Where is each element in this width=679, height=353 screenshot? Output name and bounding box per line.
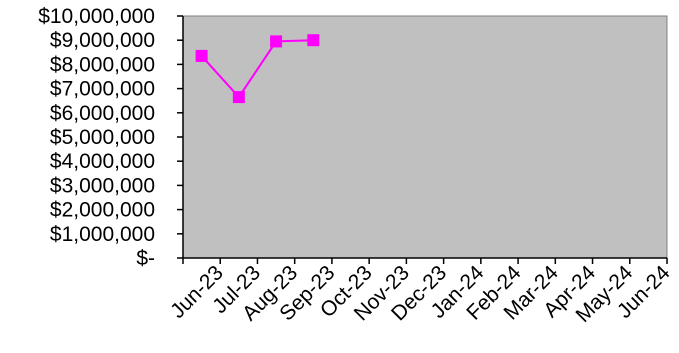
plot-area (182, 15, 668, 259)
y-axis: $-$1,000,000$2,000,000$3,000,000$4,000,0… (38, 5, 184, 270)
y-tick-label: $6,000,000 (50, 102, 155, 125)
x-axis: Jun-23Jul-23Aug-23Sep-23Oct-23Nov-23Dec-… (166, 257, 675, 327)
y-tick-label: $3,000,000 (50, 174, 155, 197)
y-tick-label: $9,000,000 (50, 29, 155, 52)
y-tick-label: $2,000,000 (50, 199, 155, 222)
series-layer (195, 34, 320, 104)
y-tick-label: $10,000,000 (38, 5, 155, 28)
data-point (195, 49, 208, 62)
y-tick-label: $- (136, 247, 155, 270)
y-tick-label: $8,000,000 (50, 53, 155, 76)
data-point (232, 91, 245, 104)
data-point (270, 35, 283, 48)
y-tick-label: $7,000,000 (50, 78, 155, 101)
series-line (200, 39, 314, 99)
data-point (307, 34, 320, 47)
y-tick-label: $1,000,000 (50, 223, 155, 246)
y-tick-label: $4,000,000 (50, 150, 155, 173)
y-tick-label: $5,000,000 (50, 126, 155, 149)
